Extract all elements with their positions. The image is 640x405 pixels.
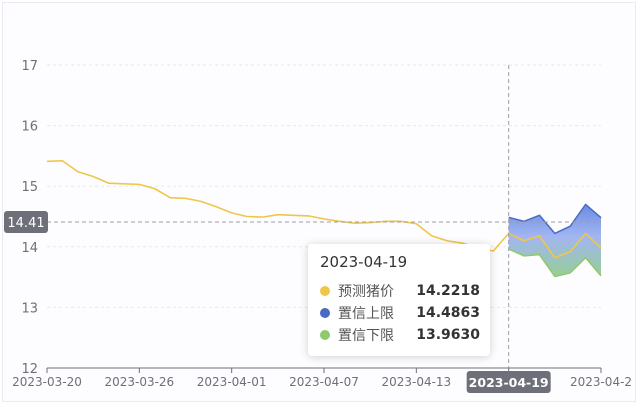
crosshair-y-badge [4, 210, 48, 233]
y-tick-label: 13 [21, 301, 38, 316]
x-axis: 2023-03-20 2023-03-26 2023-04-01 2023-04-07… [12, 367, 632, 389]
crosshair-y-label: 14.41 [7, 216, 44, 231]
y-axis: 12 13 14 15 16 17 [21, 59, 38, 377]
legend-dot-icon [320, 286, 330, 296]
x-tick-label: 2023-04-07 [289, 375, 359, 389]
y-tick-label: 12 [21, 362, 38, 377]
tooltip-row-name: 预测猪价 [338, 284, 394, 300]
tooltip: 2023-04-19 预测猪价 14.2218 置信上限 14.4863 置信下… [308, 244, 490, 356]
tooltip-row-upper: 置信上限 14.4863 [320, 303, 480, 323]
legend-dot-icon [320, 308, 330, 318]
tooltip-row-value: 14.4863 [416, 305, 480, 321]
crosshair: 14.41 2023-04-19 [4, 65, 601, 393]
x-tick-label: 2023-04-01 [197, 375, 267, 389]
y-tick-label: 16 [21, 120, 38, 135]
tooltip-row-name: 置信下限 [338, 328, 394, 344]
x-tick-label: 2023-04-2 [570, 375, 632, 389]
tooltip-row-price: 预测猪价 14.2218 [320, 281, 480, 301]
tooltip-row-value: 14.2218 [416, 283, 480, 299]
y-tick-label: 17 [21, 59, 38, 74]
series-line-2 [508, 248, 602, 278]
x-tick-label: 2023-04-13 [381, 375, 451, 389]
y-tick-label: 15 [21, 180, 38, 195]
legend-dot-icon [320, 330, 330, 340]
crosshair-x-label: 2023-04-19 [469, 375, 549, 390]
y-tick-label: 14 [21, 241, 38, 256]
tooltip-row-name: 置信上限 [338, 306, 394, 322]
series-line-1 [508, 203, 602, 235]
crosshair-x-badge [466, 371, 551, 393]
x-tick-label: 2023-03-20 [12, 375, 82, 389]
tooltip-title: 2023-04-19 [320, 253, 408, 271]
x-tick-label: 2023-03-26 [104, 375, 174, 389]
tooltip-row-lower: 置信下限 13.9630 [320, 325, 480, 345]
tooltip-row-value: 13.9630 [416, 327, 480, 343]
